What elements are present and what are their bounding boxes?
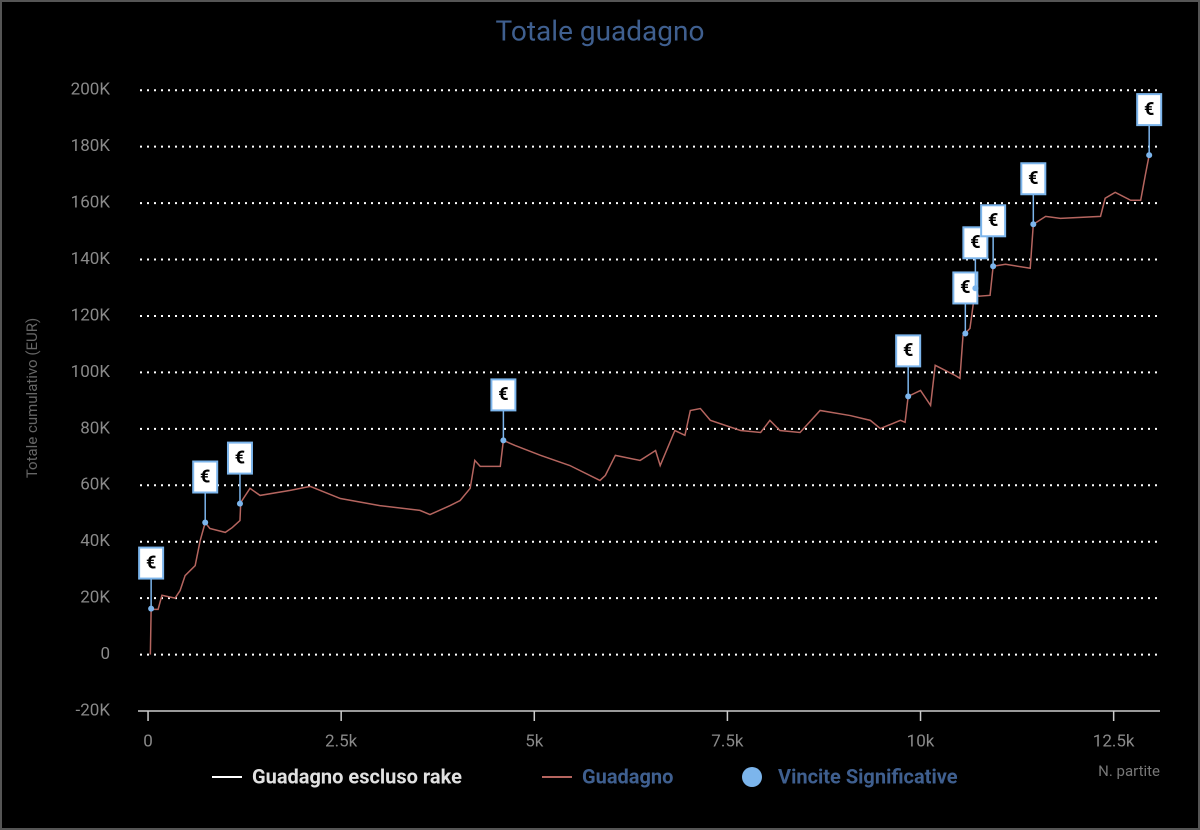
y-tick-label: 100K (71, 362, 111, 382)
flag-box (226, 441, 253, 475)
flag: € (226, 441, 253, 507)
flag-label: € (988, 210, 998, 231)
y-tick-label: 140K (71, 249, 111, 269)
y-tick-label: 40K (80, 531, 110, 551)
y-tick-label: 0 (100, 644, 110, 664)
flag-label: € (200, 466, 210, 487)
flag: € (490, 378, 517, 444)
line-series (149, 154, 1150, 655)
x-tick-label: 7.5k (711, 731, 744, 751)
flag-box (490, 378, 517, 412)
flag-point (990, 263, 997, 270)
flag: € (192, 460, 219, 526)
flag-label: € (498, 384, 508, 405)
flag: € (1020, 162, 1047, 228)
flag-label: € (1028, 168, 1038, 189)
flag-point (236, 500, 243, 507)
flag: € (962, 226, 989, 292)
x-tick-label: 5k (525, 731, 544, 751)
y-tick-label: 200K (71, 80, 111, 100)
y-tick-label: 180K (71, 136, 111, 156)
x-tick-label: 2.5k (325, 731, 358, 751)
y-axis-label: Totale cumulativo (EUR) (23, 318, 41, 478)
flag: € (980, 204, 1007, 270)
flag-box (980, 204, 1007, 238)
flag: € (1136, 93, 1163, 159)
x-tick-label: 0 (143, 731, 153, 751)
flag-label: € (970, 232, 980, 253)
flag-label: € (146, 552, 156, 573)
y-tick-label: 60K (80, 475, 110, 495)
y-tick-label: 120K (71, 305, 111, 325)
y-tick-label: 20K (80, 588, 110, 608)
x-tick-label: 12.5k (1093, 731, 1135, 751)
legend-label: Vincite Significative (778, 764, 958, 788)
y-tick-label: -20K (76, 700, 111, 720)
x-tick-label: 10k (907, 731, 935, 751)
legend-symbol (742, 767, 762, 787)
y-tick-label: 80K (80, 418, 110, 438)
flag-box (962, 226, 989, 260)
flag-point (905, 393, 912, 400)
flag-label: € (903, 340, 913, 361)
legend-label: Guadagno escluso rake (252, 764, 462, 788)
flag-point (972, 285, 979, 292)
flag-box (1020, 162, 1047, 196)
chart-title: Totale guadagno (496, 14, 705, 47)
flag-point (1146, 152, 1153, 159)
flag-label: € (1144, 99, 1154, 120)
x-axis-label: N. partite (1098, 762, 1160, 780)
flag-point (202, 519, 209, 526)
flag-box (192, 460, 219, 494)
flag-box (138, 546, 165, 580)
flag-point (500, 437, 507, 444)
flag-point (148, 605, 155, 612)
flag-point (962, 330, 969, 337)
flag-box (1136, 93, 1163, 127)
flag: € (895, 334, 922, 400)
flag: € (138, 546, 165, 612)
legend-label: Guadagno (582, 764, 673, 788)
flag-label: € (960, 277, 970, 298)
flag-box (895, 334, 922, 368)
flag-point (1030, 221, 1037, 228)
y-tick-label: 160K (71, 193, 111, 213)
flag-label: € (235, 447, 245, 468)
